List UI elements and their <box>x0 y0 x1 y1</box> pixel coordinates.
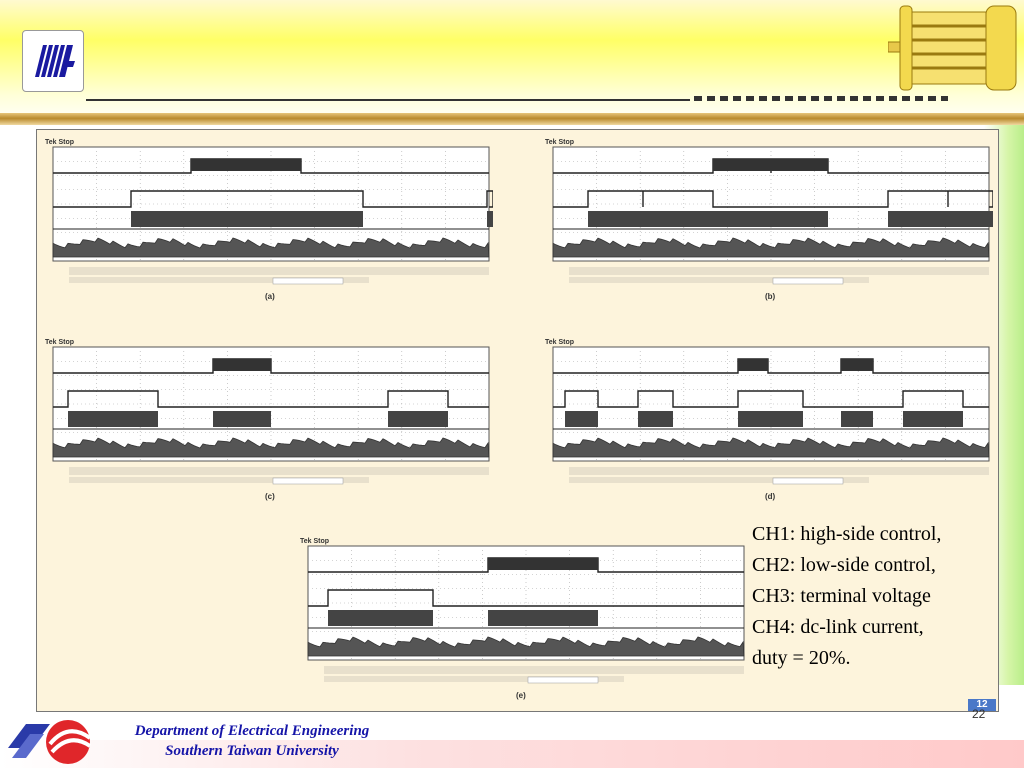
scope-title: Tek Stop <box>545 339 575 346</box>
channel-legend: CH1: high-side control, CH2: low-side co… <box>752 519 1002 674</box>
header-dashes <box>694 96 948 101</box>
scope-panel-d: Tek Stop (d) <box>543 339 993 509</box>
page-number: 22 <box>972 707 986 721</box>
footer-department: Department of Electrical Engineering <box>134 723 370 739</box>
legend-ch3: CH3: terminal voltage <box>752 585 931 607</box>
legend-duty: duty = 20%. <box>752 647 851 669</box>
header-line <box>86 99 690 101</box>
page-badge: 12 <box>968 699 996 711</box>
scope-title: Tek Stop <box>545 139 575 146</box>
scope-waveform-d <box>552 346 990 485</box>
scope-caption: (b) <box>765 292 776 301</box>
scope-waveform-b <box>552 146 993 285</box>
motor-icon <box>887 2 1018 94</box>
scope-panel-b: Tek Stop (b) <box>543 139 993 309</box>
scope-title: Tek Stop <box>300 538 330 545</box>
bottom-pink-band <box>0 740 1024 768</box>
header-rule <box>0 113 1024 125</box>
scope-panel-a: Tek Stop (a) <box>43 139 493 309</box>
scope-caption: (a) <box>265 292 275 301</box>
university-logo-icon <box>22 30 84 92</box>
scope-waveform-a <box>52 146 493 285</box>
legend-ch2: CH2: low-side control, <box>752 554 936 576</box>
scope-panel-c: Tek Stop (c) <box>43 339 493 509</box>
footer-logo-icon <box>4 714 96 768</box>
scope-title: Tek Stop <box>45 139 75 146</box>
footer-text: Department of Electrical Engineering Sou… <box>112 721 392 761</box>
scope-panel-e: Tek Stop (e) <box>298 538 748 708</box>
scope-waveform-e <box>307 545 745 684</box>
footer-university: Southern Taiwan University <box>165 743 339 759</box>
legend-ch1: CH1: high-side control, <box>752 523 942 545</box>
legend-ch4: CH4: dc-link current, <box>752 616 924 638</box>
scope-caption: (d) <box>765 492 776 501</box>
scope-caption: (e) <box>516 691 526 700</box>
scope-waveform-c <box>52 346 490 485</box>
scope-title: Tek Stop <box>45 339 75 346</box>
scope-caption: (c) <box>265 492 275 501</box>
